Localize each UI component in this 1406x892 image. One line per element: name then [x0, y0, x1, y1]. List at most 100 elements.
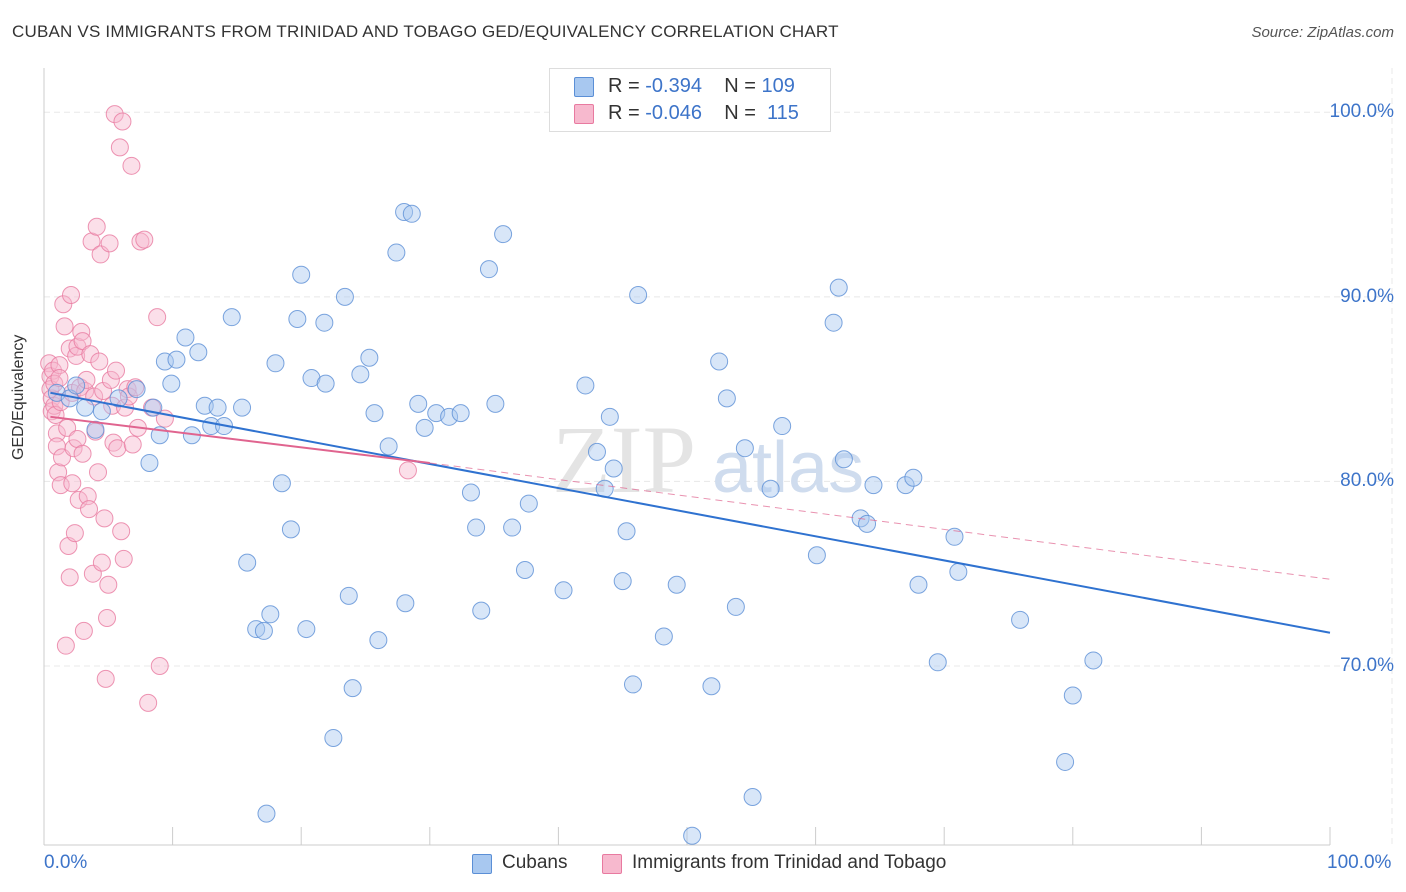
trinidad-point-36	[73, 444, 92, 463]
cubans-point-33	[297, 620, 316, 639]
cubans-point-60	[494, 225, 513, 244]
trinidad-point-57	[100, 234, 119, 253]
cubans-point-82	[743, 788, 762, 807]
cubans-point-93	[904, 468, 923, 487]
trinidad-point-17	[54, 295, 73, 314]
trinidad-point-15	[51, 476, 70, 495]
trinidad-point-80	[150, 656, 169, 675]
cubans-point-41	[351, 365, 370, 384]
cubans-point-45	[379, 437, 398, 456]
cubans-point-10	[140, 453, 159, 472]
trinidad-point-40	[78, 487, 97, 506]
cubans-point-85	[807, 546, 826, 565]
cubans-point-56	[467, 518, 486, 537]
cubans-point-77	[702, 677, 721, 696]
trinidad-point-9	[47, 424, 66, 443]
cubans-point-99	[1056, 752, 1075, 771]
cubans-point-88	[834, 450, 853, 469]
cubans-point-2	[67, 376, 86, 395]
cubans-point-6	[109, 389, 128, 408]
trinidad-point-41	[80, 500, 99, 519]
cubans-point-80	[726, 597, 745, 616]
cubans-point-11	[155, 352, 174, 371]
cubans-point-47	[395, 202, 414, 221]
series-swatch-cubans	[472, 854, 492, 874]
trinidad-point-55	[98, 608, 117, 627]
watermark-zip: ZIP	[552, 406, 696, 513]
cubans-point-26	[257, 804, 276, 823]
cubans-point-46	[387, 243, 406, 262]
stats-legend: R = -0.394 N = 109 R = -0.046 N = 115	[549, 68, 831, 132]
cubans-point-19	[208, 398, 227, 417]
axes	[43, 68, 1331, 846]
cubans-point-42	[360, 348, 379, 367]
cubans-point-4	[86, 420, 105, 439]
cubans-point-32	[292, 265, 311, 284]
cubans-point-30	[281, 520, 300, 539]
cubans-point-5	[92, 402, 111, 421]
cubans-point-79	[717, 389, 736, 408]
legend-n-value-trinidad: 115	[767, 102, 799, 124]
y-tick-label-0: 70.0%	[1340, 654, 1394, 676]
legend-n-label: N =	[724, 102, 762, 124]
cubans-point-59	[486, 394, 505, 413]
cubans-point-23	[238, 553, 257, 572]
trinidad-point-42	[81, 345, 100, 364]
cubans-point-7	[127, 380, 146, 399]
series-cubans-points	[47, 202, 1103, 845]
cubans-point-83	[761, 479, 780, 498]
trinidad-point-51	[92, 553, 111, 572]
legend-r-label: R =	[608, 75, 646, 97]
cubans-point-40	[343, 679, 362, 698]
trinidad-point-22	[60, 568, 79, 587]
trinidad-point-79	[148, 308, 167, 327]
cubans-point-70	[613, 572, 632, 591]
legend-swatch-trinidad	[574, 104, 594, 124]
cubans-point-15	[189, 343, 208, 362]
cubans-point-62	[515, 561, 534, 580]
trinidad-point-64	[110, 138, 129, 157]
cubans-point-71	[617, 522, 636, 541]
trinidad-point-69	[118, 380, 137, 399]
trinidad-point-82	[398, 461, 417, 480]
cubans-point-37	[324, 728, 343, 747]
trinidad-point-39	[77, 370, 96, 389]
cubans-point-55	[461, 483, 480, 502]
cubans-point-51	[415, 418, 434, 437]
cubans-point-92	[896, 476, 915, 495]
legend-r-value-trinidad: -0.046	[645, 102, 702, 124]
trinidad-point-58	[101, 370, 120, 389]
cubans-point-34	[302, 369, 321, 388]
trinidad-point-13	[50, 369, 69, 388]
cubans-point-12	[162, 374, 181, 393]
cubans-point-96	[945, 527, 964, 546]
legend-n-value-cubans: 109	[761, 75, 795, 97]
cubans-point-61	[503, 518, 522, 537]
cubans-point-48	[396, 594, 415, 613]
cubans-point-21	[222, 308, 241, 327]
trinidad-point-27	[64, 439, 83, 458]
cubans-point-90	[858, 514, 877, 533]
cubans-point-73	[629, 286, 648, 305]
trinidad-point-65	[112, 522, 131, 541]
cubans-point-57	[472, 601, 491, 620]
y-tick-label-3: 100.0%	[1329, 101, 1394, 123]
trinidad-point-48	[89, 463, 108, 482]
series-legend: Cubans Immigrants from Trinidad and Toba…	[0, 852, 1406, 876]
trinidad-point-54	[96, 669, 115, 688]
trend-line-trinidad-solid	[50, 415, 430, 464]
trinidad-point-49	[90, 352, 109, 371]
cubans-point-69	[604, 459, 623, 478]
cubans-point-72	[623, 675, 642, 694]
cubans-point-98	[1011, 610, 1030, 629]
trinidad-point-76	[135, 230, 154, 249]
cubans-point-39	[339, 586, 358, 605]
cubans-point-68	[600, 407, 619, 426]
trinidad-point-67	[114, 549, 133, 568]
chart-title: CUBAN VS IMMIGRANTS FROM TRINIDAD AND TO…	[12, 22, 839, 41]
trinidad-point-28	[65, 524, 84, 543]
legend-n-label: N =	[724, 75, 762, 97]
trinidad-point-71	[122, 156, 141, 175]
trend-lines	[50, 391, 1331, 634]
